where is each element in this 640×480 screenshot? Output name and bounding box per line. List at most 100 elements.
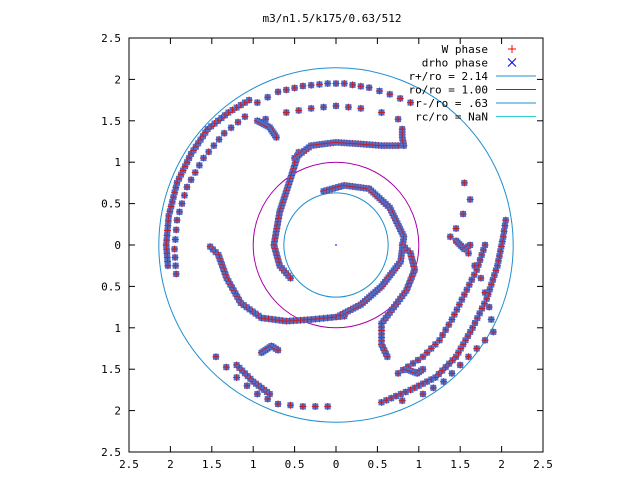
- x-tick-label: 2.5: [533, 458, 553, 471]
- w-phase-plus: [171, 235, 179, 243]
- w-phase-plus: [481, 336, 489, 344]
- x-tick-label: 2.5: [119, 458, 139, 471]
- w-phase-plus: [375, 87, 383, 95]
- w-phase-plus: [227, 124, 235, 132]
- w-phase-plus: [445, 321, 453, 329]
- w-phase-plus: [471, 262, 479, 270]
- w-phase-plus: [299, 402, 307, 410]
- w-phase-plus: [220, 129, 228, 137]
- w-phase-plus: [282, 109, 290, 117]
- legend-label: rc/ro = NaN: [415, 111, 488, 124]
- w-phase-plus: [429, 384, 437, 392]
- y-tick-label: 2.5: [101, 32, 121, 45]
- w-phase-plus: [419, 365, 427, 373]
- w-phase-plus: [340, 80, 348, 88]
- w-phase-plus: [187, 176, 195, 184]
- w-phase-plus: [357, 82, 365, 90]
- x-tick-label: 2: [167, 458, 174, 471]
- w-phase-plus: [332, 80, 340, 88]
- w-phase-plus: [473, 345, 481, 352]
- data-points: [162, 80, 510, 410]
- w-phase-plus: [414, 356, 422, 364]
- x-tick-label: 0: [333, 458, 340, 471]
- w-phase-plus: [464, 249, 472, 257]
- w-phase-plus: [171, 245, 179, 253]
- w-phase-plus: [442, 326, 450, 334]
- w-phase-plus: [215, 135, 223, 143]
- y-tick-label: 1: [114, 156, 121, 169]
- w-phase-plus: [274, 346, 282, 354]
- w-phase-plus: [336, 311, 344, 319]
- w-phase-plus: [320, 103, 328, 111]
- w-phase-plus: [349, 81, 357, 89]
- w-phase-plus: [442, 363, 450, 371]
- w-phase-plus: [396, 94, 404, 102]
- w-phase-plus: [398, 397, 406, 405]
- w-phase-plus: [409, 359, 417, 367]
- w-phase-plus: [365, 84, 373, 92]
- w-phase-plus: [436, 336, 443, 344]
- x-tick-label: 1.5: [202, 458, 222, 471]
- w-phase-plus: [307, 81, 315, 89]
- ratio-circle: [252, 161, 420, 329]
- w-phase-plus: [233, 373, 241, 381]
- w-phase-plus: [419, 353, 427, 361]
- w-phase-plus: [171, 253, 179, 261]
- w-phase-plus: [394, 369, 402, 377]
- w-phase-plus: [407, 99, 415, 107]
- w-phase-plus: [172, 270, 180, 278]
- w-phase-plus: [344, 103, 352, 111]
- w-phase-plus: [449, 356, 457, 364]
- w-phase-plus: [253, 390, 261, 398]
- w-phase-plus: [176, 208, 184, 216]
- w-phase-plus: [499, 233, 507, 241]
- ratio-circle: [158, 67, 514, 423]
- legend-cross-marker: [507, 58, 517, 67]
- w-phase-plus: [383, 353, 391, 361]
- y-tick-label: 0.5: [101, 198, 121, 211]
- x-tick-label: 2: [498, 458, 505, 471]
- w-phase-plus: [452, 224, 460, 232]
- w-phase-plus: [440, 378, 448, 386]
- w-phase-plus: [466, 195, 474, 203]
- w-phase-plus: [282, 86, 290, 94]
- axis-ticks: 2.5 2 1.5 1 0.5 0 0.5 1 1.5 2 2.52.521.510.500.511…: [101, 32, 553, 471]
- w-phase-plus: [222, 363, 230, 371]
- w-phase-plus: [195, 161, 203, 169]
- w-phase-plus: [466, 241, 474, 249]
- w-phase-plus: [178, 200, 186, 208]
- w-phase-plus: [431, 340, 439, 348]
- w-phase-plus: [481, 289, 489, 297]
- legend-plus-marker: [508, 45, 516, 53]
- w-phase-plus: [253, 99, 261, 107]
- w-phase-plus: [274, 400, 282, 408]
- w-phase-plus: [210, 142, 218, 150]
- w-phase-plus: [200, 154, 208, 162]
- y-tick-label: 2: [114, 73, 121, 86]
- w-phase-plus: [423, 349, 431, 357]
- w-phase-plus: [291, 84, 299, 92]
- w-phase-plus: [446, 233, 454, 241]
- w-phase-plus: [398, 125, 406, 133]
- reference-circles: [158, 67, 514, 423]
- w-phase-plus: [307, 104, 315, 112]
- w-phase-plus: [241, 113, 249, 121]
- w-phase-plus: [481, 241, 489, 249]
- w-phase-plus: [394, 115, 402, 123]
- w-phase-plus: [332, 102, 340, 110]
- legend-label: ro/ro = 1.00: [409, 84, 488, 97]
- w-phase-plus: [264, 93, 272, 101]
- w-phase-plus: [431, 373, 439, 381]
- w-phase-plus: [272, 133, 280, 141]
- w-phase-plus: [274, 88, 282, 96]
- w-phase-plus: [439, 331, 447, 339]
- w-phase-plus: [295, 106, 303, 114]
- w-phase-plus: [438, 367, 446, 375]
- w-phase-plus: [172, 226, 180, 234]
- legend-label: drho phase: [422, 57, 488, 70]
- w-phase-plus: [172, 262, 180, 270]
- w-phase-plus: [477, 274, 485, 282]
- w-phase-plus: [234, 118, 242, 126]
- w-phase-plus: [324, 80, 332, 88]
- w-phase-plus: [205, 148, 213, 156]
